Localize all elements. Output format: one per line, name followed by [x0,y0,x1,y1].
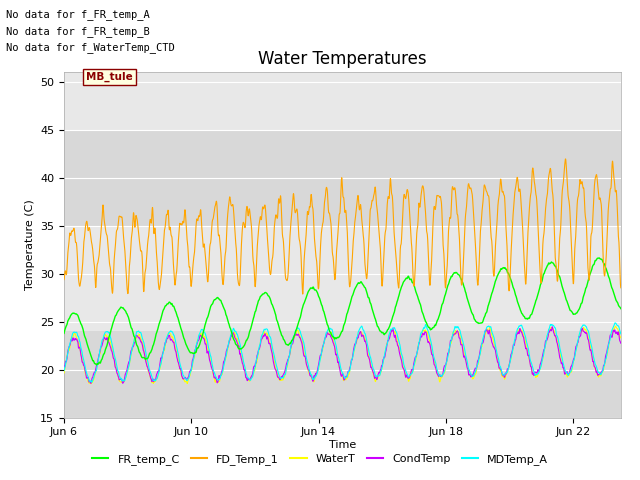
Text: MB_tule: MB_tule [86,72,133,82]
FD_Temp_1 [606,187,614,192]
CondTemp [274,374,282,380]
Legend: FR_temp_C, FD_Temp_1, WaterT, CondTemp, MDTemp_A: FR_temp_C, FD_Temp_1, WaterT, CondTemp, … [88,450,552,469]
MDTemp_A [546,323,554,328]
FD_Temp_1 [299,291,307,297]
FD_Temp_1 [617,285,625,291]
Bar [64,72,621,130]
FR_temp_C [60,331,68,336]
CondTemp [548,324,556,330]
CondTemp [157,356,164,361]
FR_temp_C [546,261,554,266]
X-axis label: Time: Time [329,440,356,450]
FR_temp_C [124,313,132,319]
WaterT [88,381,95,386]
FR_temp_C [298,307,306,313]
CondTemp [60,363,68,369]
Line: FR_temp_C: FR_temp_C [64,258,621,365]
MDTemp_A [606,336,614,342]
MDTemp_A [157,362,164,368]
MDTemp_A [124,367,132,373]
Title: Water Temperatures: Water Temperatures [258,49,427,68]
CondTemp [298,340,306,346]
WaterT [617,335,625,341]
WaterT [157,362,164,368]
MDTemp_A [611,320,619,326]
CondTemp [87,381,95,386]
FR_temp_C [617,306,625,312]
WaterT [298,337,306,343]
Text: No data for f_FR_temp_B: No data for f_FR_temp_B [6,25,150,36]
MDTemp_A [88,379,96,385]
Bar [64,226,621,331]
MDTemp_A [274,368,282,374]
Text: No data for f_FR_temp_A: No data for f_FR_temp_A [6,9,150,20]
WaterT [124,368,132,373]
FD_Temp_1 [274,215,282,220]
WaterT [60,370,68,376]
WaterT [274,372,282,378]
CondTemp [606,332,614,338]
WaterT [546,326,554,332]
FR_temp_C [93,362,100,368]
MDTemp_A [298,334,306,340]
FR_temp_C [595,255,603,261]
Text: No data for f_WaterTemp_CTD: No data for f_WaterTemp_CTD [6,42,175,53]
FD_Temp_1 [562,156,570,162]
MDTemp_A [60,368,68,373]
FD_Temp_1 [546,166,554,172]
CondTemp [546,327,554,333]
Line: FD_Temp_1: FD_Temp_1 [64,159,621,294]
Line: WaterT: WaterT [64,326,621,384]
Line: CondTemp: CondTemp [64,327,621,384]
MDTemp_A [617,331,625,336]
Line: MDTemp_A: MDTemp_A [64,323,621,382]
CondTemp [617,340,625,346]
FD_Temp_1 [60,276,68,282]
WaterT [606,336,614,341]
FR_temp_C [274,319,282,325]
Y-axis label: Temperature (C): Temperature (C) [24,199,35,290]
FD_Temp_1 [298,268,305,274]
FD_Temp_1 [124,289,131,295]
FD_Temp_1 [157,278,164,284]
FR_temp_C [157,316,164,322]
CondTemp [124,363,132,369]
FR_temp_C [606,279,614,285]
WaterT [612,324,620,329]
